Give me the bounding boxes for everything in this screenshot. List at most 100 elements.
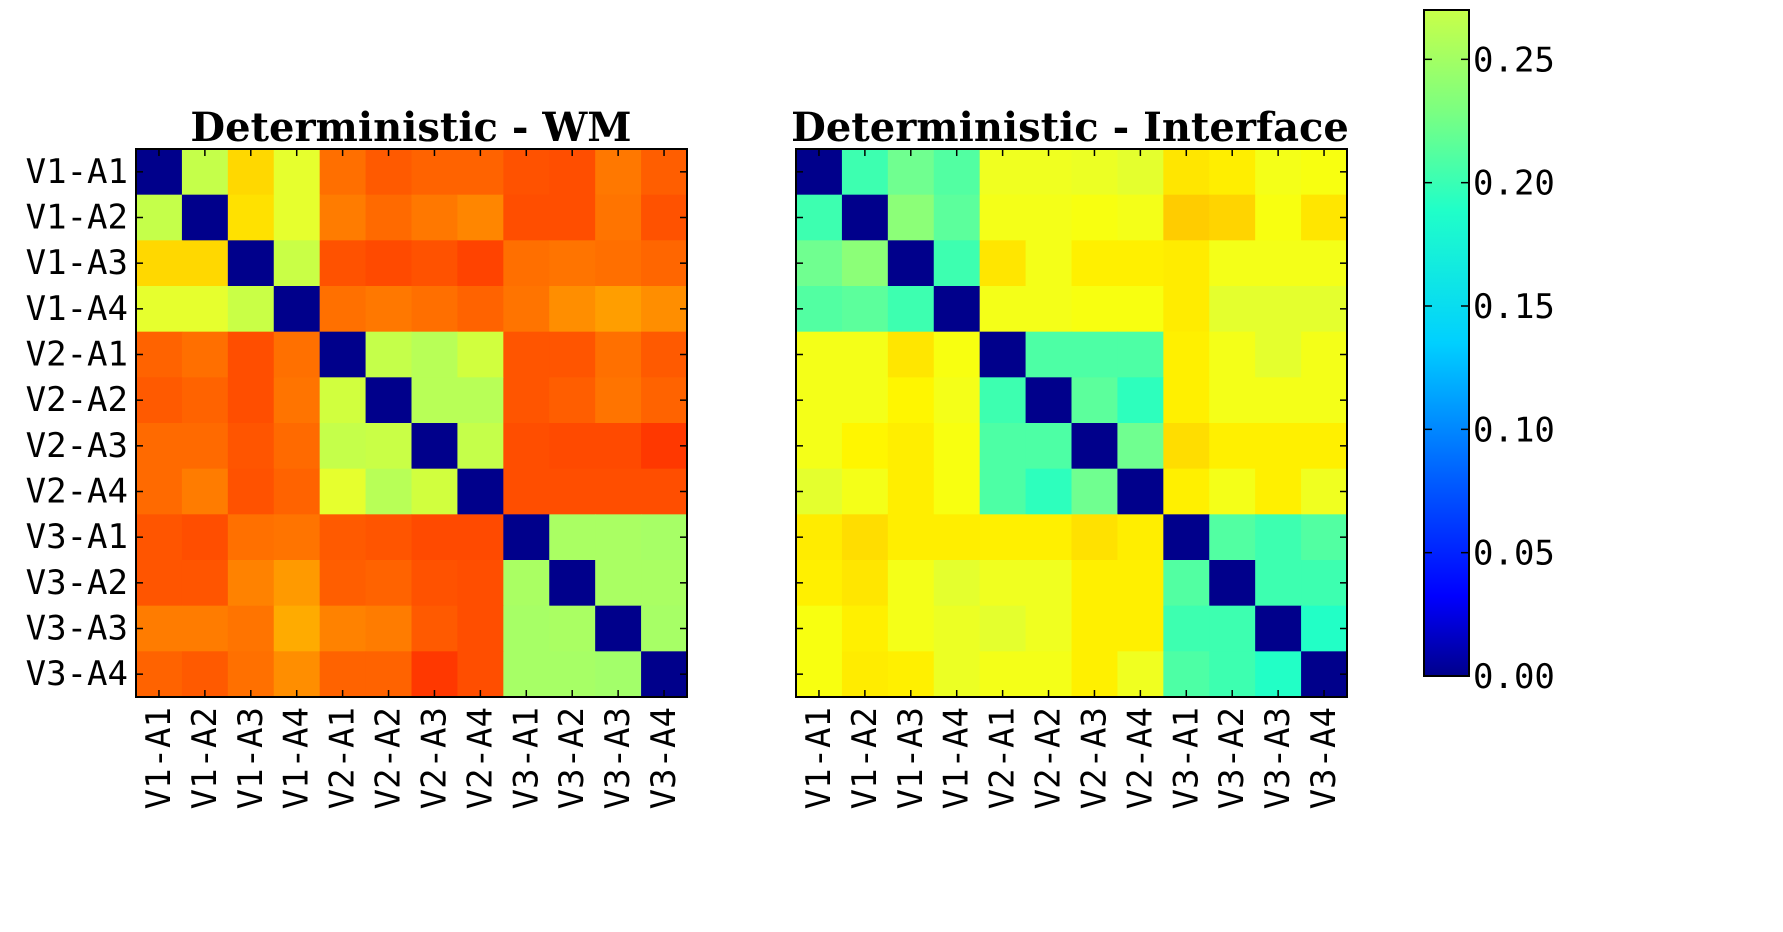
- x-tick-label: V2-A4: [460, 707, 500, 809]
- heatmap-cell: [641, 514, 688, 561]
- heatmap-cell: [595, 560, 642, 607]
- heatmap-cell: [1163, 514, 1210, 561]
- heatmap-cell: [979, 240, 1027, 287]
- heatmap-cell: [641, 194, 688, 241]
- heatmap-cell: [887, 560, 935, 607]
- heatmap-cell: [1117, 514, 1164, 561]
- heatmap-cell: [1209, 149, 1256, 196]
- heatmap-cell: [841, 331, 889, 378]
- y-tick-label: V3-A2: [26, 563, 128, 603]
- heatmap-cell: [411, 377, 459, 424]
- x-tick-label: V1-A2: [185, 707, 225, 809]
- heatmap-cell: [979, 286, 1027, 333]
- heatmap-cell: [887, 651, 935, 698]
- heatmap-cell: [549, 331, 596, 378]
- heatmap-cell: [457, 149, 504, 196]
- heatmap-cells: [136, 149, 688, 698]
- heatmap-cell: [1255, 560, 1302, 607]
- heatmap-cell: [503, 377, 550, 424]
- heatmap-cell: [1301, 149, 1348, 196]
- heatmap-cell: [933, 651, 981, 698]
- heatmap-cell: [595, 240, 642, 287]
- heatmap-cell: [933, 605, 981, 652]
- x-tick-label: V2-A1: [983, 707, 1023, 809]
- heatmap-cell: [641, 468, 688, 515]
- x-tick-label: V1-A3: [891, 707, 931, 809]
- heatmap-cell: [796, 605, 843, 652]
- heatmap-cell: [1117, 423, 1164, 470]
- heatmap-cell: [887, 514, 935, 561]
- heatmap-cell: [641, 605, 688, 652]
- heatmap-cell: [1209, 605, 1256, 652]
- heatmap-cell: [1117, 286, 1164, 333]
- heatmap-cell: [273, 605, 321, 652]
- heatmap-cell: [503, 651, 550, 698]
- x-tick-label: V1-A2: [845, 707, 885, 809]
- heatmap-cell: [319, 240, 367, 287]
- heatmap-cell: [503, 605, 550, 652]
- heatmap-cell: [1163, 149, 1210, 196]
- heatmap-cell: [887, 423, 935, 470]
- heatmap-cell: [1025, 560, 1073, 607]
- heatmap-cell: [457, 194, 504, 241]
- x-tick-label: V1-A4: [277, 707, 317, 809]
- heatmap-cell: [136, 514, 183, 561]
- heatmap-cell: [796, 194, 843, 241]
- heatmap-cell: [1209, 194, 1256, 241]
- heatmap-cell: [457, 423, 504, 470]
- heatmap-cell: [1025, 240, 1073, 287]
- y-tick-label: V1-A3: [26, 243, 128, 283]
- heatmap-cell: [887, 331, 935, 378]
- heatmap-cell: [979, 194, 1027, 241]
- heatmap-cell: [411, 194, 459, 241]
- heatmap-cell: [457, 240, 504, 287]
- heatmap-cell: [841, 651, 889, 698]
- heatmap-cell: [319, 286, 367, 333]
- x-tick-label: V2-A1: [323, 707, 363, 809]
- heatmap-cell: [841, 194, 889, 241]
- x-tick-label: V1-A3: [231, 707, 271, 809]
- heatmap-cell: [887, 605, 935, 652]
- heatmap-cell: [503, 560, 550, 607]
- heatmap-cell: [933, 560, 981, 607]
- x-tick-labels: V1-A1 V1-A2 V1-A3 V1-A4 V2-A1 V2-A2 V2-A3 V2-A4…: [139, 707, 684, 809]
- heatmap-cell: [411, 240, 459, 287]
- heatmap-cell: [411, 514, 459, 561]
- heatmap-cell: [1255, 149, 1302, 196]
- heatmap-cell: [457, 605, 504, 652]
- heatmap-cell: [887, 286, 935, 333]
- heatmap-cell: [1255, 377, 1302, 424]
- heatmap-wm: Deterministic - WM V1-A1V1-A2V1-A3V1-A4V…: [26, 104, 688, 809]
- heatmap-cell: [549, 377, 596, 424]
- heatmap-cell: [1255, 331, 1302, 378]
- heatmap-cell: [595, 286, 642, 333]
- heatmap-cell: [933, 514, 981, 561]
- heatmap-cell: [181, 240, 229, 287]
- x-tick-label: V2-A3: [414, 707, 454, 809]
- heatmap-cell: [1025, 423, 1073, 470]
- heatmap-cell: [595, 468, 642, 515]
- heatmap-cell: [136, 605, 183, 652]
- heatmap-cell: [1255, 423, 1302, 470]
- heatmap-cell: [796, 514, 843, 561]
- heatmap-cell: [841, 468, 889, 515]
- heatmap-cell: [319, 514, 367, 561]
- heatmap-cell: [641, 423, 688, 470]
- heatmap-cell: [273, 240, 321, 287]
- heatmap-cell: [1071, 514, 1119, 561]
- heatmap-cell: [1255, 605, 1302, 652]
- heatmap-cell: [1117, 560, 1164, 607]
- heatmap-cell: [796, 331, 843, 378]
- heatmap-cell: [503, 331, 550, 378]
- heatmap-cell: [1301, 377, 1348, 424]
- heatmap-cell: [887, 149, 935, 196]
- x-tick-label: V3-A1: [506, 707, 546, 809]
- heatmap-cell: [1117, 651, 1164, 698]
- heatmap-cell: [1071, 651, 1119, 698]
- heatmap-cell: [227, 377, 275, 424]
- heatmap-cell: [933, 423, 981, 470]
- heatmap-cell: [1209, 377, 1256, 424]
- heatmap-cell: [365, 423, 413, 470]
- heatmap-cell: [1255, 194, 1302, 241]
- heatmap-cell: [979, 423, 1027, 470]
